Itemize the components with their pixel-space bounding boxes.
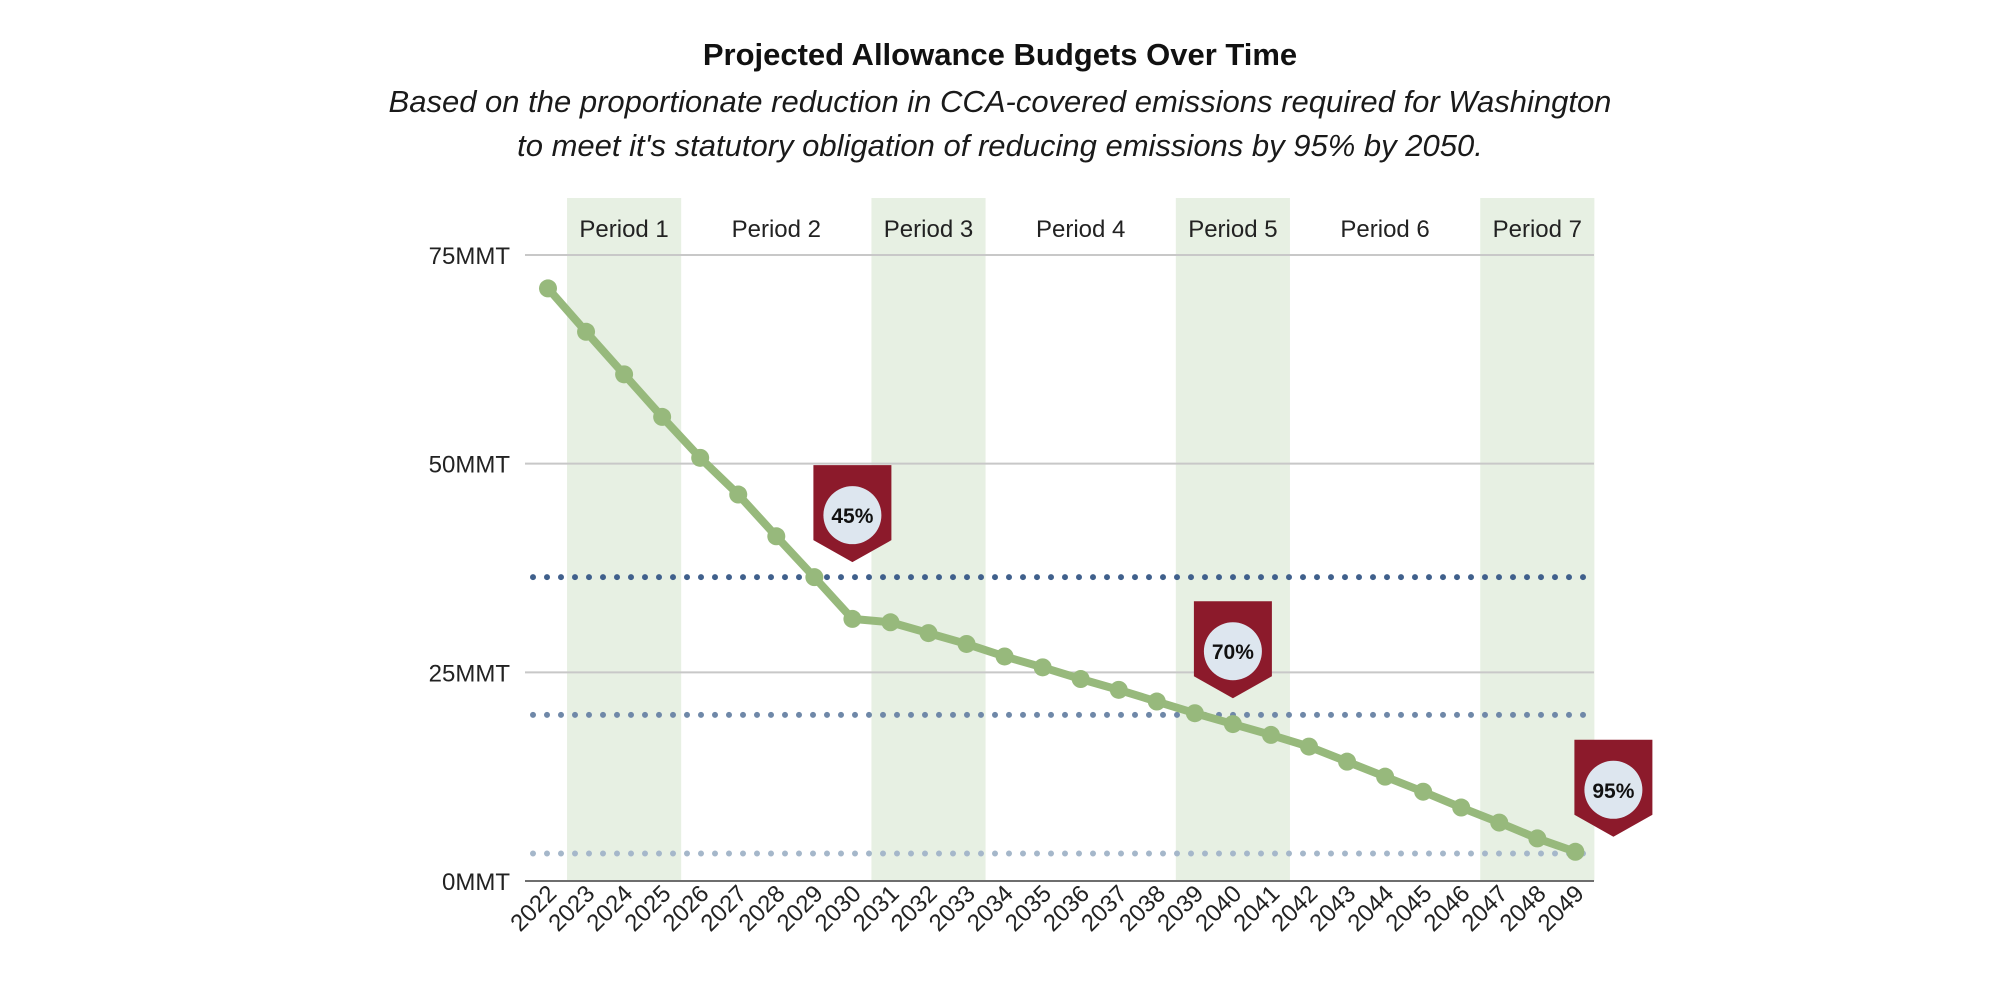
period-label-5: Period 5 — [1188, 216, 1277, 243]
period-label-2: Period 2 — [732, 216, 821, 243]
chart-subtitle-line-2: to meet it's statutory obligation of red… — [517, 128, 1483, 163]
period-label-6: Period 6 — [1340, 216, 1429, 243]
period-label-7: Period 7 — [1493, 216, 1582, 243]
data-point-2044 — [1376, 767, 1395, 786]
chart-title: Projected Allowance Budgets Over Time — [702, 37, 1298, 72]
data-point-2048 — [1528, 829, 1547, 848]
data-point-2031 — [881, 613, 900, 632]
data-point-2023 — [577, 322, 596, 341]
data-point-2022 — [539, 279, 557, 298]
data-point-2033 — [957, 634, 976, 653]
data-point-2043 — [1338, 752, 1357, 771]
data-point-2046 — [1452, 798, 1471, 817]
reduction-label-2: 70% — [1212, 641, 1254, 664]
period-band-5 — [1175, 198, 1290, 881]
data-point-2045 — [1414, 782, 1433, 801]
data-point-2040 — [1223, 715, 1242, 734]
data-point-2030 — [843, 609, 862, 628]
data-point-2036 — [1071, 670, 1090, 689]
y-tick-label: 75MMT — [429, 243, 511, 270]
period-label-4: Period 4 — [1036, 216, 1125, 243]
x-tick-label: 2049 — [1533, 880, 1590, 937]
data-point-2039 — [1185, 704, 1204, 723]
period-label-1: Period 1 — [579, 216, 668, 243]
data-point-2025 — [653, 407, 672, 426]
chart-subtitle-line-1: Based on the proportionate reduction in … — [388, 84, 1612, 119]
data-point-2037 — [1109, 680, 1128, 699]
data-point-2038 — [1147, 692, 1166, 711]
reduction-label-3: 95% — [1592, 780, 1634, 803]
data-point-2042 — [1300, 737, 1318, 756]
y-tick-label: 25MMT — [429, 660, 511, 687]
data-point-2049 — [1566, 842, 1585, 861]
y-tick-label: 50MMT — [429, 452, 511, 479]
reduction-badge-1 — [823, 486, 882, 545]
period-band-1 — [567, 198, 682, 881]
data-point-2034 — [995, 647, 1014, 666]
data-point-2029 — [805, 568, 824, 587]
reduction-badge-2 — [1203, 622, 1262, 681]
title-block: Projected Allowance Budgets Over Time Ba… — [0, 30, 2000, 168]
reduction-label-1: 45% — [831, 505, 873, 528]
reduction-badge-3 — [1584, 760, 1643, 819]
data-point-2024 — [615, 365, 634, 384]
data-point-2035 — [1033, 658, 1052, 677]
data-point-2027 — [729, 485, 748, 504]
series-line — [544, 284, 1580, 856]
data-point-2041 — [1261, 725, 1280, 744]
period-label-3: Period 3 — [884, 216, 973, 243]
y-tick-label: 0MMT — [442, 869, 510, 896]
data-point-2028 — [767, 527, 786, 546]
data-point-2047 — [1490, 813, 1509, 832]
data-point-2026 — [691, 448, 710, 467]
data-point-2032 — [919, 624, 938, 643]
